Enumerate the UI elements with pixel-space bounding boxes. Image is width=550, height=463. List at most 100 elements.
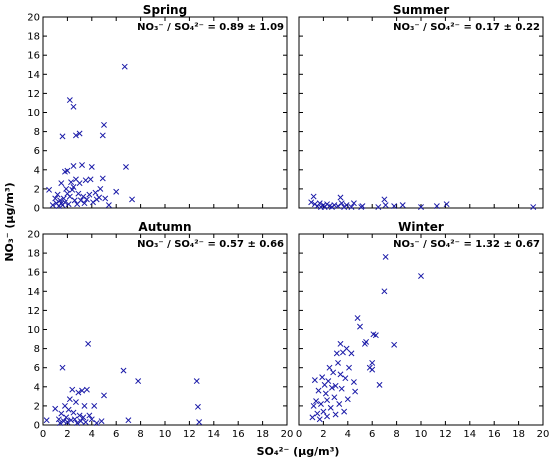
data-point: [97, 185, 104, 192]
y-tick-label: 10: [27, 325, 40, 336]
data-point: [71, 416, 78, 423]
data-point: [194, 403, 201, 410]
data-point: [88, 416, 95, 423]
data-point: [343, 345, 350, 352]
data-point: [350, 379, 357, 385]
data-point: [327, 404, 334, 411]
data-point: [333, 350, 340, 357]
y-tick-label: 20: [27, 230, 40, 241]
panel-winter: Winter NO₃⁻ / SO₄²⁻ = 1.32 ± 0.67 0 2 4 6 8 10 1…: [296, 220, 550, 440]
data-point: [63, 414, 70, 421]
data-point: [328, 384, 335, 391]
data-point: [342, 375, 349, 382]
y-tick-label: 10: [27, 108, 40, 119]
data-point: [344, 396, 351, 403]
x-tick-label: 4: [345, 429, 351, 440]
data-point: [80, 414, 87, 421]
x-tick-label: 6: [369, 429, 375, 440]
data-point: [85, 340, 92, 347]
y-tick-label: 8: [34, 127, 40, 138]
data-point: [418, 273, 424, 279]
data-point: [337, 340, 344, 347]
data-point: [311, 377, 318, 384]
data-point: [82, 177, 89, 184]
plot-frame: [42, 233, 288, 426]
data-point: [65, 406, 72, 413]
ratio-annotation: NO₃⁻ / SO₄²⁻ = 1.32 ± 0.67: [393, 239, 540, 250]
data-point: [332, 382, 339, 389]
ratio-annotation: NO₃⁻ / SO₄²⁻ = 0.17 ± 0.22: [393, 22, 540, 33]
data-point: [335, 359, 341, 366]
y-tick-label: 18: [27, 249, 40, 260]
data-point: [376, 381, 383, 388]
data-point: [59, 133, 66, 140]
data-point: [196, 419, 203, 426]
data-point: [46, 186, 53, 193]
data-point: [121, 63, 128, 70]
x-tick-label: 0: [40, 429, 46, 440]
data-point: [66, 193, 73, 200]
data-point: [60, 195, 67, 202]
data-point: [86, 412, 93, 419]
data-point: [68, 179, 75, 186]
data-point: [72, 132, 79, 139]
plot-frame: [42, 16, 288, 209]
data-point: [382, 253, 389, 260]
data-point: [81, 402, 88, 409]
data-point: [382, 202, 389, 209]
data-point: [93, 420, 100, 427]
y-tick-label: 14: [27, 70, 40, 81]
panel-title: Spring: [143, 3, 187, 17]
data-point: [81, 200, 88, 207]
data-point: [322, 390, 329, 397]
data-point: [530, 204, 537, 210]
data-point: [64, 419, 71, 426]
data-point: [71, 197, 78, 204]
data-point: [357, 323, 363, 330]
data-point: [76, 180, 83, 187]
data-point: [80, 193, 87, 200]
y-tick-label: 6: [34, 363, 40, 374]
x-tick-label: 10: [159, 429, 172, 440]
data-point: [70, 163, 77, 169]
panels-layer: Spring NO₃⁻ / SO₄²⁻ = 0.89 ± 1.09 0 2 4 6 8 10 1…: [27, 3, 549, 440]
data-point: [101, 392, 107, 399]
data-point: [354, 315, 361, 321]
x-tick-label: 12: [183, 429, 196, 440]
x-tick-label: 2: [320, 429, 326, 440]
data-point: [381, 196, 388, 203]
y-axis-label: NO₃⁻ (μg/m³): [3, 182, 16, 261]
data-point: [79, 162, 85, 168]
data-point: [343, 202, 350, 209]
y-tick-label: 16: [27, 51, 40, 62]
data-point: [98, 418, 105, 425]
y-tick-label: 4: [34, 165, 40, 176]
y-tick-label: 4: [34, 382, 40, 393]
data-point: [372, 332, 379, 339]
data-point: [319, 374, 326, 381]
y-tick-label: 12: [27, 306, 40, 317]
plot-frame: [298, 16, 544, 209]
ratio-annotation: NO₃⁻ / SO₄²⁻ = 0.89 ± 1.09: [137, 22, 284, 33]
data-point: [348, 204, 355, 210]
data-point: [336, 401, 343, 407]
data-point: [79, 387, 85, 394]
x-tick-label: 20: [537, 429, 550, 440]
data-point: [315, 387, 322, 394]
x-tick-label: 8: [137, 429, 143, 440]
data-point: [76, 130, 83, 137]
data-point: [68, 417, 75, 424]
data-point: [129, 196, 136, 203]
data-point: [58, 410, 65, 417]
x-tick-label: 2: [64, 429, 70, 440]
data-point: [66, 396, 73, 403]
data-point: [83, 386, 90, 393]
data-point: [310, 402, 317, 409]
y-tick-label: 0: [34, 421, 40, 432]
data-point: [96, 194, 103, 201]
data-point: [75, 389, 82, 396]
data-point: [90, 199, 96, 206]
data-point: [331, 394, 338, 401]
data-point: [123, 163, 129, 170]
data-point: [65, 201, 72, 208]
